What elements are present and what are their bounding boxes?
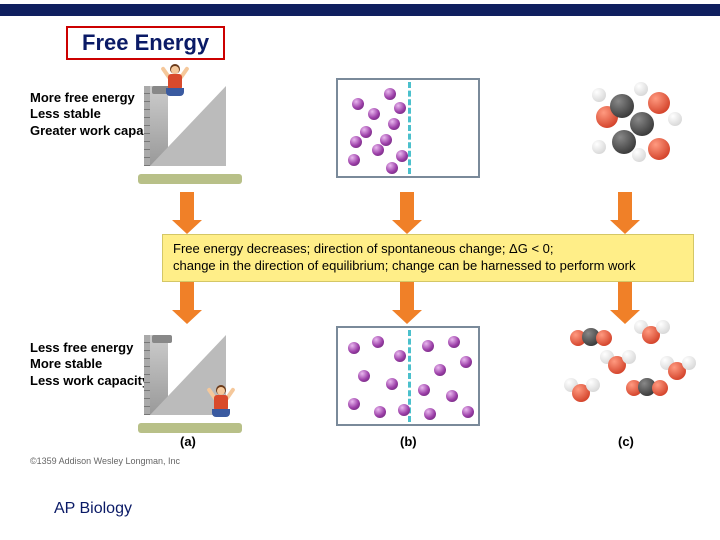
panel-label-a: (a)	[180, 434, 196, 449]
slide-top	[150, 86, 238, 176]
particle-dot	[386, 162, 398, 174]
particle-dot	[380, 134, 392, 146]
bottom-state-text: Less free energy More stable Less work c…	[30, 340, 149, 389]
particle-dot	[348, 398, 360, 410]
particle-dot	[368, 108, 380, 120]
down-arrow-icon	[618, 192, 632, 220]
page-title: Free Energy	[82, 30, 209, 55]
particle-dot	[396, 150, 408, 162]
particle-box-bottom	[336, 326, 480, 426]
particle-dot	[348, 342, 360, 354]
particle-dot	[448, 336, 460, 348]
particle-box-top	[336, 78, 480, 178]
person-icon	[208, 385, 234, 419]
particle-dot	[398, 404, 410, 416]
membrane-dash	[408, 82, 411, 174]
particle-dot	[434, 364, 446, 376]
particle-dot	[394, 350, 406, 362]
bottom-state-line: Less work capacity	[30, 373, 149, 389]
bottom-state-line: More stable	[30, 356, 149, 372]
top-bar	[0, 4, 720, 16]
particle-dot	[424, 408, 436, 420]
particle-dot	[460, 356, 472, 368]
molecule-complex	[590, 82, 680, 172]
particle-dot	[384, 88, 396, 100]
panel-label-c: (c)	[618, 434, 634, 449]
panel-label-b: (b)	[400, 434, 417, 449]
particle-dot	[350, 136, 362, 148]
particle-dot	[462, 406, 474, 418]
particle-dot	[372, 336, 384, 348]
particle-dot	[352, 98, 364, 110]
particle-dot	[374, 406, 386, 418]
middle-caption-box: Free energy decreases; direction of spon…	[162, 234, 694, 282]
down-arrow-icon	[180, 282, 194, 310]
middle-caption: Free energy decreases; direction of spon…	[173, 241, 636, 273]
copyright-text: ©1359 Addison Wesley Longman, Inc	[30, 456, 180, 466]
particle-dot	[360, 126, 372, 138]
particle-dot	[358, 370, 370, 382]
down-arrow-icon	[618, 282, 632, 310]
person-icon	[162, 64, 188, 98]
down-arrow-icon	[180, 192, 194, 220]
down-arrow-icon	[400, 192, 414, 220]
particle-dot	[418, 384, 430, 396]
particle-dot	[446, 390, 458, 402]
particle-dot	[386, 378, 398, 390]
slide-bottom	[150, 335, 238, 425]
down-arrow-icon	[400, 282, 414, 310]
particle-dot	[348, 154, 360, 166]
title-box: Free Energy	[66, 26, 225, 60]
bottom-state-line: Less free energy	[30, 340, 149, 356]
footer-text: AP Biology	[54, 500, 132, 518]
particle-dot	[394, 102, 406, 114]
particle-dot	[388, 118, 400, 130]
particle-dot	[422, 340, 434, 352]
particle-dot	[372, 144, 384, 156]
